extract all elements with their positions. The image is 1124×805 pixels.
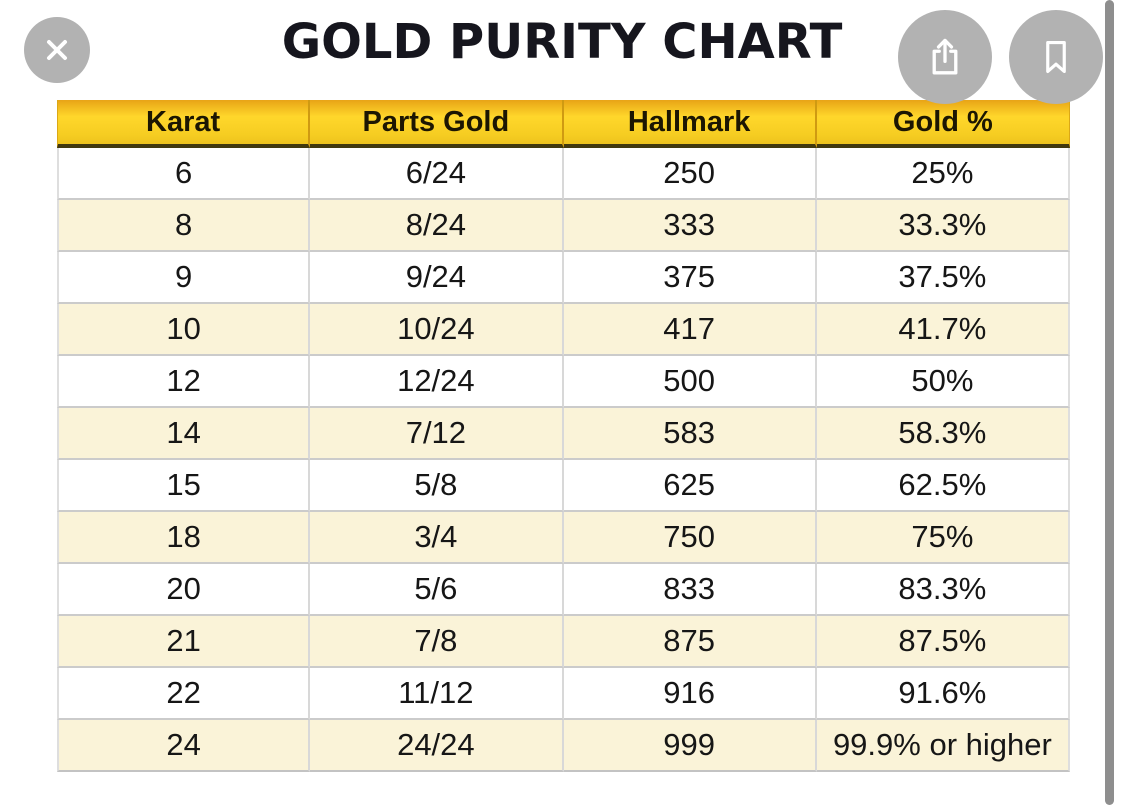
table-cell: 37.5% bbox=[816, 252, 1070, 304]
table-cell: 10/24 bbox=[310, 304, 564, 356]
table-row: 9 9/24 375 37.5% bbox=[57, 252, 1070, 304]
table-cell: 83.3% bbox=[816, 564, 1070, 616]
table-header-row: Karat Parts Gold Hallmark Gold % bbox=[57, 100, 1070, 148]
table-cell: 375 bbox=[563, 252, 817, 304]
table-cell: 875 bbox=[563, 616, 817, 668]
table-row: 18 3/4 750 75% bbox=[57, 512, 1070, 564]
table-cell: 58.3% bbox=[816, 408, 1070, 460]
table-cell: 583 bbox=[563, 408, 817, 460]
table-cell: 8 bbox=[57, 200, 311, 252]
table-cell: 33.3% bbox=[816, 200, 1070, 252]
table-cell: 7/8 bbox=[310, 616, 564, 668]
column-header: Gold % bbox=[816, 100, 1070, 148]
table-cell: 22 bbox=[57, 668, 311, 720]
column-header: Karat bbox=[57, 100, 311, 148]
table-cell: 11/12 bbox=[310, 668, 564, 720]
table-cell: 250 bbox=[563, 148, 817, 200]
table-cell: 99.9% or higher bbox=[816, 720, 1070, 772]
table-cell: 14 bbox=[57, 408, 311, 460]
table-row: 10 10/24 417 41.7% bbox=[57, 304, 1070, 356]
page-title: GOLD PURITY CHART bbox=[281, 14, 843, 70]
table-cell: 12/24 bbox=[310, 356, 564, 408]
table-cell: 8/24 bbox=[310, 200, 564, 252]
table-cell: 15 bbox=[57, 460, 311, 512]
table-cell: 12 bbox=[57, 356, 311, 408]
table-cell: 21 bbox=[57, 616, 311, 668]
close-icon bbox=[40, 33, 74, 67]
table-cell: 7/12 bbox=[310, 408, 564, 460]
table-cell: 10 bbox=[57, 304, 311, 356]
table-cell: 20 bbox=[57, 564, 311, 616]
share-button[interactable] bbox=[898, 10, 992, 104]
table-cell: 9 bbox=[57, 252, 311, 304]
table-cell: 24/24 bbox=[310, 720, 564, 772]
table-row: 12 12/24 500 50% bbox=[57, 356, 1070, 408]
table-cell: 750 bbox=[563, 512, 817, 564]
bookmark-icon bbox=[1034, 35, 1078, 79]
table-cell: 91.6% bbox=[816, 668, 1070, 720]
table-cell: 50% bbox=[816, 356, 1070, 408]
table-cell: 625 bbox=[563, 460, 817, 512]
table-cell: 916 bbox=[563, 668, 817, 720]
table-cell: 999 bbox=[563, 720, 817, 772]
column-header: Hallmark bbox=[563, 100, 817, 148]
table-cell: 18 bbox=[57, 512, 311, 564]
table-row: 15 5/8 625 62.5% bbox=[57, 460, 1070, 512]
bookmark-button[interactable] bbox=[1009, 10, 1103, 104]
table-row: 20 5/6 833 83.3% bbox=[57, 564, 1070, 616]
table-row: 6 6/24 250 25% bbox=[57, 148, 1070, 200]
table-cell: 500 bbox=[563, 356, 817, 408]
close-button[interactable] bbox=[24, 17, 90, 83]
table-body: 6 6/24 250 25% 8 8/24 333 33.3% 9 9/24 375 37.5% 10 1… bbox=[57, 148, 1070, 772]
table-cell: 87.5% bbox=[816, 616, 1070, 668]
table-cell: 833 bbox=[563, 564, 817, 616]
table-row: 8 8/24 333 33.3% bbox=[57, 200, 1070, 252]
table-cell: 24 bbox=[57, 720, 311, 772]
table-cell: 417 bbox=[563, 304, 817, 356]
table-row: 22 11/12 916 91.6% bbox=[57, 668, 1070, 720]
table-row: 14 7/12 583 58.3% bbox=[57, 408, 1070, 460]
table-cell: 333 bbox=[563, 200, 817, 252]
table-cell: 3/4 bbox=[310, 512, 564, 564]
table-cell: 62.5% bbox=[816, 460, 1070, 512]
share-icon bbox=[922, 34, 968, 80]
table-cell: 9/24 bbox=[310, 252, 564, 304]
table-cell: 25% bbox=[816, 148, 1070, 200]
table-cell: 6/24 bbox=[310, 148, 564, 200]
table-cell: 75% bbox=[816, 512, 1070, 564]
table-row: 24 24/24 999 99.9% or higher bbox=[57, 720, 1070, 772]
column-header: Parts Gold bbox=[310, 100, 564, 148]
scrollbar[interactable] bbox=[1105, 0, 1114, 805]
table-cell: 5/6 bbox=[310, 564, 564, 616]
gold-purity-table: Karat Parts Gold Hallmark Gold % 6 6/24 250 25… bbox=[57, 100, 1070, 772]
table-row: 21 7/8 875 87.5% bbox=[57, 616, 1070, 668]
table-cell: 5/8 bbox=[310, 460, 564, 512]
table-cell: 6 bbox=[57, 148, 311, 200]
table-cell: 41.7% bbox=[816, 304, 1070, 356]
